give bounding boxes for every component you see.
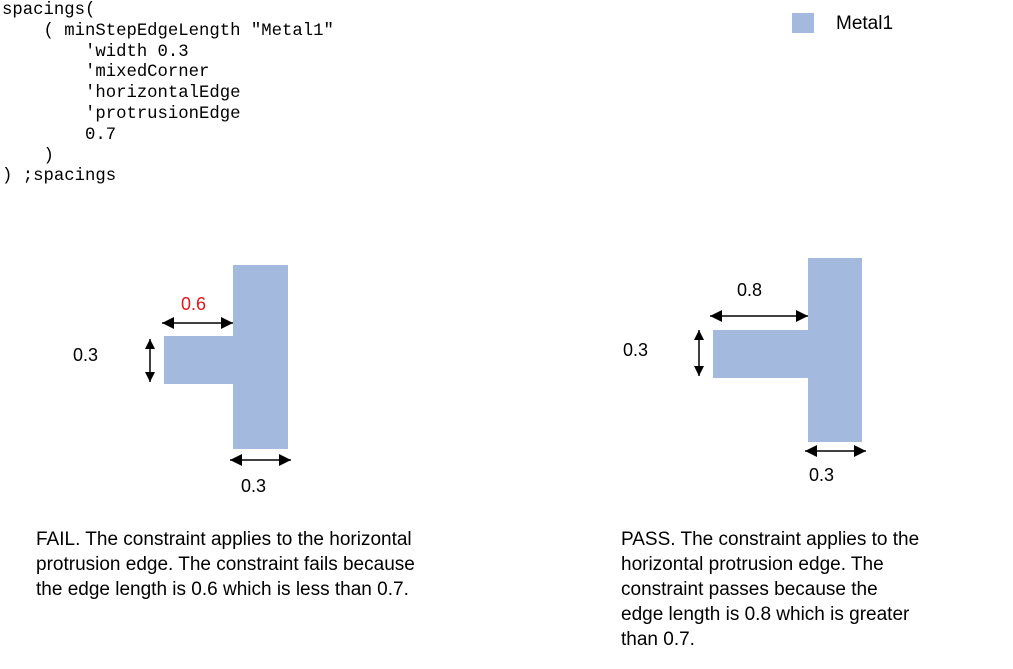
pass-edge-length-label: 0.8 — [737, 280, 763, 300]
code-line: spacings( — [2, 1, 96, 20]
fail-width-label: 0.3 — [73, 345, 99, 365]
code-line: ) — [2, 146, 54, 166]
legend-swatch-metal1 — [792, 13, 814, 33]
code-line: 'horizontalEdge — [2, 84, 241, 104]
fail-bottom-width-label: 0.3 — [241, 476, 267, 496]
pass-width-label: 0.3 — [623, 340, 649, 360]
code-line: ) ;spacings — [2, 167, 117, 187]
fail-edge-length-label: 0.6 — [181, 294, 207, 314]
pass-metal1-shape — [713, 258, 862, 442]
code-line: 'mixedCorner — [2, 63, 210, 83]
legend-label: Metal1 — [836, 13, 894, 34]
pass-example-diagram — [694, 258, 866, 457]
fail-caption: FAIL. The constraint applies to the hori… — [36, 529, 415, 600]
code-line: 'protrusionEdge — [2, 104, 241, 124]
skill-code-block: spacings( ( minStepEdgeLength "Metal1" '… — [2, 1, 334, 188]
pass-caption: PASS. The constraint applies to the hori… — [621, 529, 920, 650]
code-line: 'width 0.3 — [2, 42, 189, 62]
pass-bottom-width-label: 0.3 — [809, 465, 835, 485]
code-line: ( minStepEdgeLength "Metal1" — [2, 21, 334, 41]
fail-metal1-shape — [164, 265, 288, 449]
code-line: 0.7 — [2, 125, 117, 145]
fail-example-diagram — [145, 265, 291, 466]
